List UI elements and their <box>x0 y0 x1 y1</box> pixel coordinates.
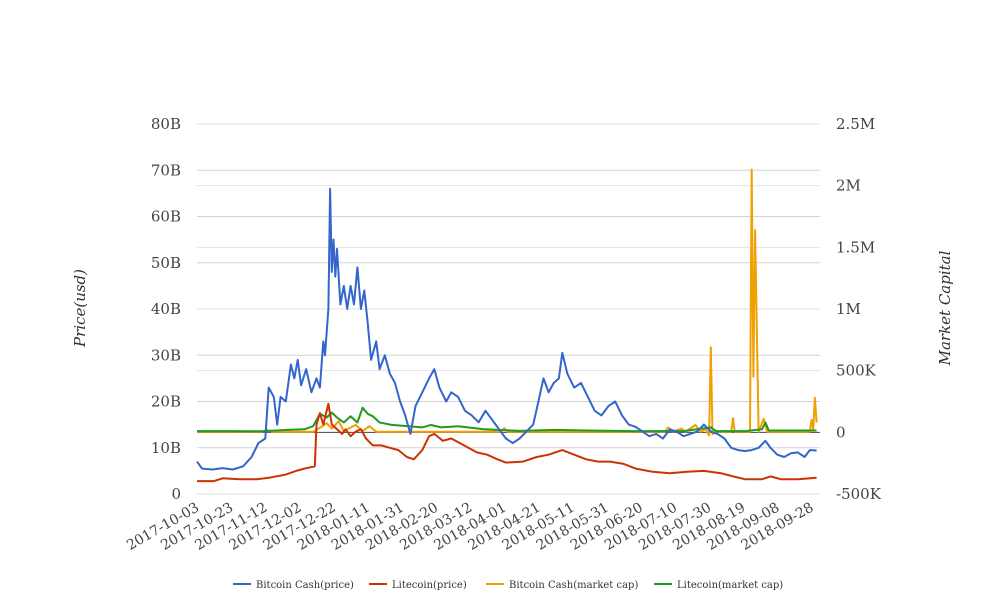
legend-item: Bitcoin Cash(price) <box>233 580 354 591</box>
series-lines <box>196 168 818 483</box>
right-tick-label: 1.5M <box>836 238 875 256</box>
legend-label: Bitcoin Cash(price) <box>256 580 354 591</box>
legend-label: Litecoin(price) <box>392 580 467 591</box>
right-axis-ticks: -500K 0 500K 1M 1.5M 2M 2.5M <box>836 115 882 503</box>
left-tick-label: 70B <box>151 161 181 179</box>
left-tick-label: 10B <box>151 439 181 457</box>
right-tick-label: 0 <box>836 423 846 441</box>
left-tick-label: 20B <box>151 393 181 411</box>
left-tick-label: 60B <box>151 208 181 226</box>
right-tick-label: 1M <box>836 300 861 318</box>
left-axis-title: Price(usd) <box>71 269 89 348</box>
legend: Bitcoin Cash(price) Litecoin(price) Bitcoi… <box>233 580 783 591</box>
x-axis-ticks: 2017-10-032017-10-232017-11-122017-12-02… <box>124 500 816 554</box>
right-tick-label: 500K <box>836 362 877 380</box>
legend-item: Litecoin(price) <box>369 580 467 591</box>
legend-label: Bitcoin Cash(market cap) <box>509 580 638 591</box>
legend-item: Litecoin(market cap) <box>654 580 783 591</box>
right-tick-label: 2M <box>836 177 861 195</box>
left-tick-label: 0 <box>171 485 181 503</box>
series-line-0 <box>196 187 817 471</box>
legend-item: Bitcoin Cash(market cap) <box>486 580 638 591</box>
left-tick-label: 30B <box>151 346 181 364</box>
left-tick-label: 50B <box>151 254 181 272</box>
series-line-3 <box>197 406 817 433</box>
right-axis-title: Market Capital <box>936 250 954 366</box>
right-tick-label: -500K <box>836 485 882 503</box>
right-tick-label: 2.5M <box>836 115 875 133</box>
series-line-1 <box>197 402 817 483</box>
left-tick-label: 80B <box>151 115 181 133</box>
legend-label: Litecoin(market cap) <box>677 580 783 591</box>
left-axis-ticks: 0 10B 20B 30B 40B 50B 60B 70B 80B <box>151 115 181 503</box>
series-line-2 <box>197 168 818 437</box>
gridlines <box>197 123 820 495</box>
left-tick-label: 40B <box>151 300 181 318</box>
